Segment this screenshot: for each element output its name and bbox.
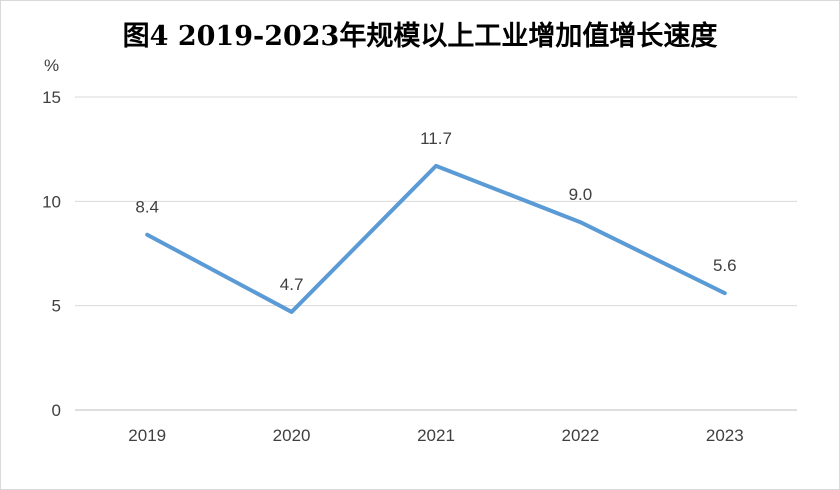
data-label: 5.6 [713, 256, 737, 275]
x-tick-label: 2020 [273, 426, 311, 445]
series-group [145, 163, 727, 314]
y-axis-ticks: 0 5 10 15 [42, 88, 61, 420]
y-tick-label: 5 [52, 297, 61, 316]
data-labels: 8.4 4.7 11.7 9.0 5.6 [135, 129, 736, 294]
x-axis-ticks: 2019 2020 2021 2022 2023 [128, 426, 743, 445]
data-label: 8.4 [135, 198, 159, 217]
data-label: 4.7 [280, 275, 304, 294]
y-tick-label: 10 [42, 192, 61, 211]
chart-title: 图4 2019-2023年规模以上工业增加值增长速度 [122, 21, 718, 52]
y-axis-unit-label: % [44, 56, 60, 75]
x-tick-label: 2021 [417, 426, 455, 445]
gridlines [75, 96, 797, 411]
data-label: 9.0 [569, 185, 593, 204]
y-tick-label: 15 [42, 88, 61, 107]
x-tick-label: 2022 [561, 426, 599, 445]
data-label: 11.7 [420, 129, 452, 148]
y-tick-label: 0 [52, 401, 61, 420]
x-tick-label: 2023 [706, 426, 744, 445]
series-line [145, 163, 727, 314]
x-tick-label: 2019 [128, 426, 166, 445]
